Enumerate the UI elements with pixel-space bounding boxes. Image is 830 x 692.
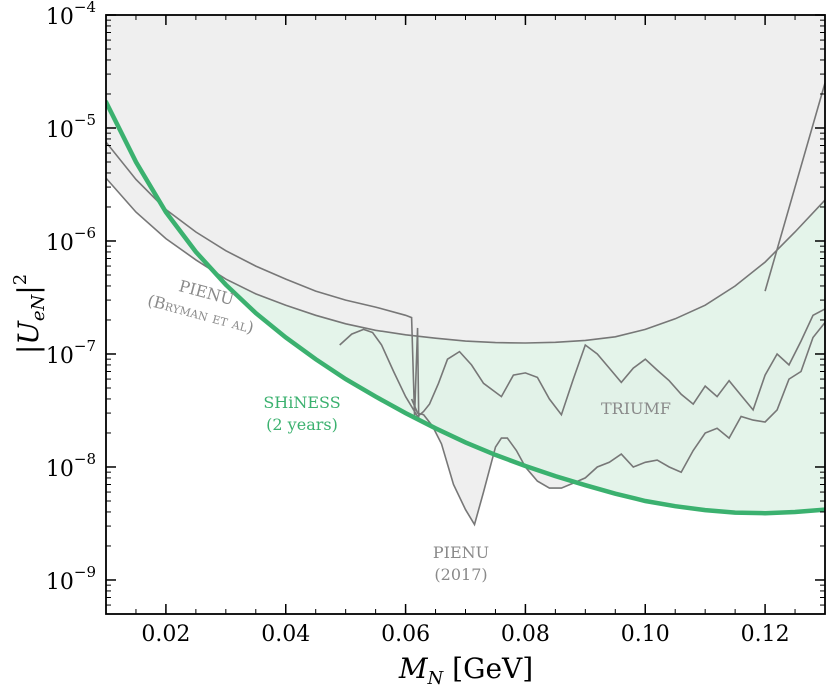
y-tick-label: 10−6	[46, 224, 96, 256]
shiness-sublabel: (2 years)	[266, 415, 338, 434]
x-tick-label: 0.04	[261, 622, 310, 647]
y-tick-label: 10−7	[46, 337, 96, 369]
bound-lines	[106, 82, 825, 527]
pienu-2017-line	[410, 322, 825, 527]
shiness-curve	[106, 99, 825, 516]
y-tick-label: 10−8	[46, 450, 96, 482]
triumf-line	[339, 308, 825, 418]
triumf-label: TRIUMF	[601, 399, 671, 418]
shiness-label: SHiNESS	[263, 393, 340, 412]
upper-boundary-rise	[764, 82, 825, 292]
annotation-group: PIENU (2017)	[433, 543, 489, 584]
annotation-group: SHiNESS (2 years)	[263, 393, 340, 434]
x-tick-label: 0.08	[501, 622, 550, 647]
annotation-group: TRIUMF	[601, 399, 671, 418]
pienu-bryman-line	[106, 141, 420, 423]
pienu-2017-label: PIENU	[433, 543, 489, 562]
pienu-2017-sublabel: (2017)	[434, 565, 487, 584]
y-tick-label: 10−9	[46, 563, 96, 595]
y-axis-label: |UeN|2	[10, 274, 49, 354]
pienu-envelope-line	[106, 177, 825, 344]
x-tick-label: 0.10	[621, 622, 670, 647]
x-tick-label: 0.06	[381, 622, 430, 647]
shiness-sensitivity-fill	[225, 200, 825, 514]
y-tick-label: 10−5	[46, 111, 96, 143]
excluded-region-fill	[106, 15, 825, 343]
x-axis-label: MN [GeV]	[398, 652, 533, 689]
axis-ticks: 0.02 0.04 0.06 0.08 0.10 0.12 10−9 10−8 10−7 10−6…	[46, 0, 826, 647]
x-tick-label: 0.02	[141, 622, 190, 647]
x-tick-label: 0.12	[741, 622, 790, 647]
excluded-region-fills	[106, 15, 825, 525]
y-tick-label: 10−4	[46, 0, 96, 30]
